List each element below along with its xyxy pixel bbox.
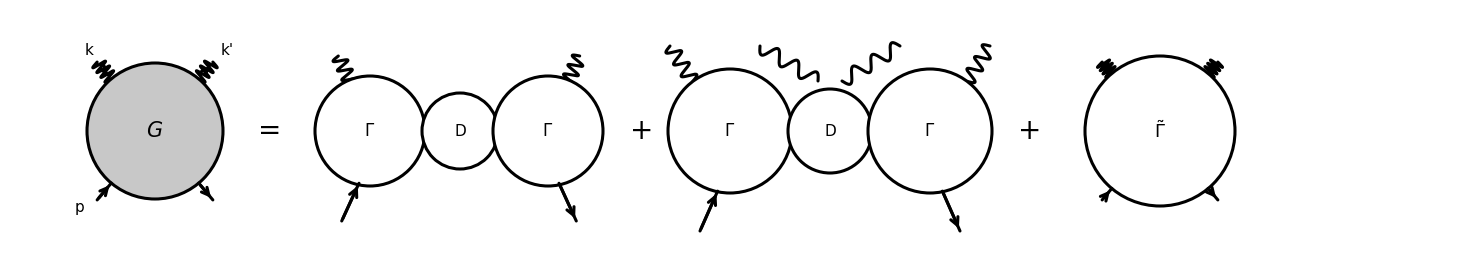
Text: =: =: [258, 117, 282, 145]
Ellipse shape: [1085, 56, 1234, 206]
Text: $\Gamma$: $\Gamma$: [365, 122, 375, 140]
Text: k: k: [85, 43, 93, 58]
Text: D: D: [824, 124, 836, 139]
Text: $\Gamma$: $\Gamma$: [725, 122, 735, 140]
Ellipse shape: [668, 69, 792, 193]
Ellipse shape: [88, 63, 223, 199]
Text: $G$: $G$: [146, 121, 163, 141]
Ellipse shape: [422, 93, 498, 169]
Text: +: +: [630, 117, 654, 145]
Text: p: p: [74, 200, 85, 215]
Ellipse shape: [788, 89, 872, 173]
Text: +: +: [1018, 117, 1042, 145]
Ellipse shape: [315, 76, 425, 186]
Ellipse shape: [493, 76, 603, 186]
Text: D: D: [454, 124, 465, 139]
Text: $\Gamma$: $\Gamma$: [925, 122, 935, 140]
Ellipse shape: [868, 69, 992, 193]
Text: $\tilde{\Gamma}$: $\tilde{\Gamma}$: [1154, 120, 1166, 142]
Text: k': k': [220, 43, 233, 58]
Text: $\Gamma$: $\Gamma$: [543, 122, 553, 140]
